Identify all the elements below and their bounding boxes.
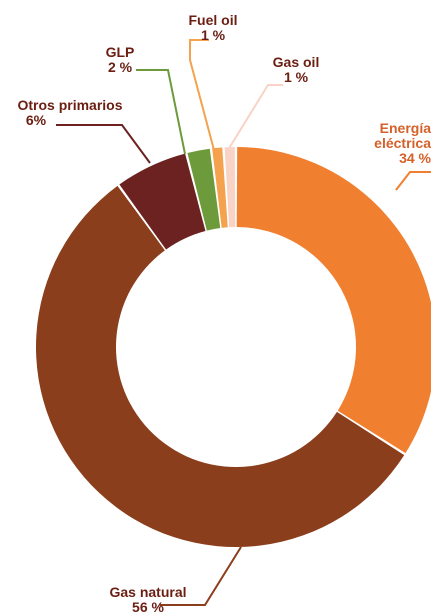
- leader-line-fuel-oil: [189, 39, 215, 151]
- slice-glp: [187, 148, 221, 231]
- slice-label-otros-primarios: Otros primarios: [17, 97, 122, 113]
- slice-value-energia-electrica: 34 %: [399, 150, 431, 166]
- leader-line-energia-electrica: [395, 171, 431, 191]
- slice-label-gas-natural: Gas natural: [109, 584, 186, 600]
- leader-line-gas-oil: [227, 84, 283, 151]
- slice-label-energia-electrica-2: eléctrica: [374, 135, 431, 151]
- slice-label-glp: GLP: [106, 44, 135, 60]
- slice-label-fuel-oil: Fuel oil: [189, 12, 238, 28]
- slice-label-energia-electrica-1: Energía: [380, 120, 431, 136]
- slice-value-gas-natural: 56 %: [132, 599, 164, 615]
- leader-line-glp: [136, 69, 186, 155]
- slice-value-gas-oil: 1 %: [284, 69, 309, 85]
- leader-line-otros-primarios: [56, 124, 151, 164]
- slice-value-fuel-oil: 1 %: [201, 27, 226, 43]
- slice-value-otros-primarios: 6%: [26, 112, 47, 128]
- slice-label-gas-oil: Gas oil: [273, 54, 320, 70]
- slice-energia-electrica: [236, 147, 431, 454]
- slice-fuel-oil: [212, 147, 228, 228]
- slice-otros-primarios: [119, 153, 206, 250]
- slice-value-glp: 2 %: [108, 59, 133, 75]
- leader-line-gas-natural: [160, 546, 242, 606]
- slice-gas-oil: [224, 147, 236, 228]
- slice-gas-natural: [35, 185, 405, 548]
